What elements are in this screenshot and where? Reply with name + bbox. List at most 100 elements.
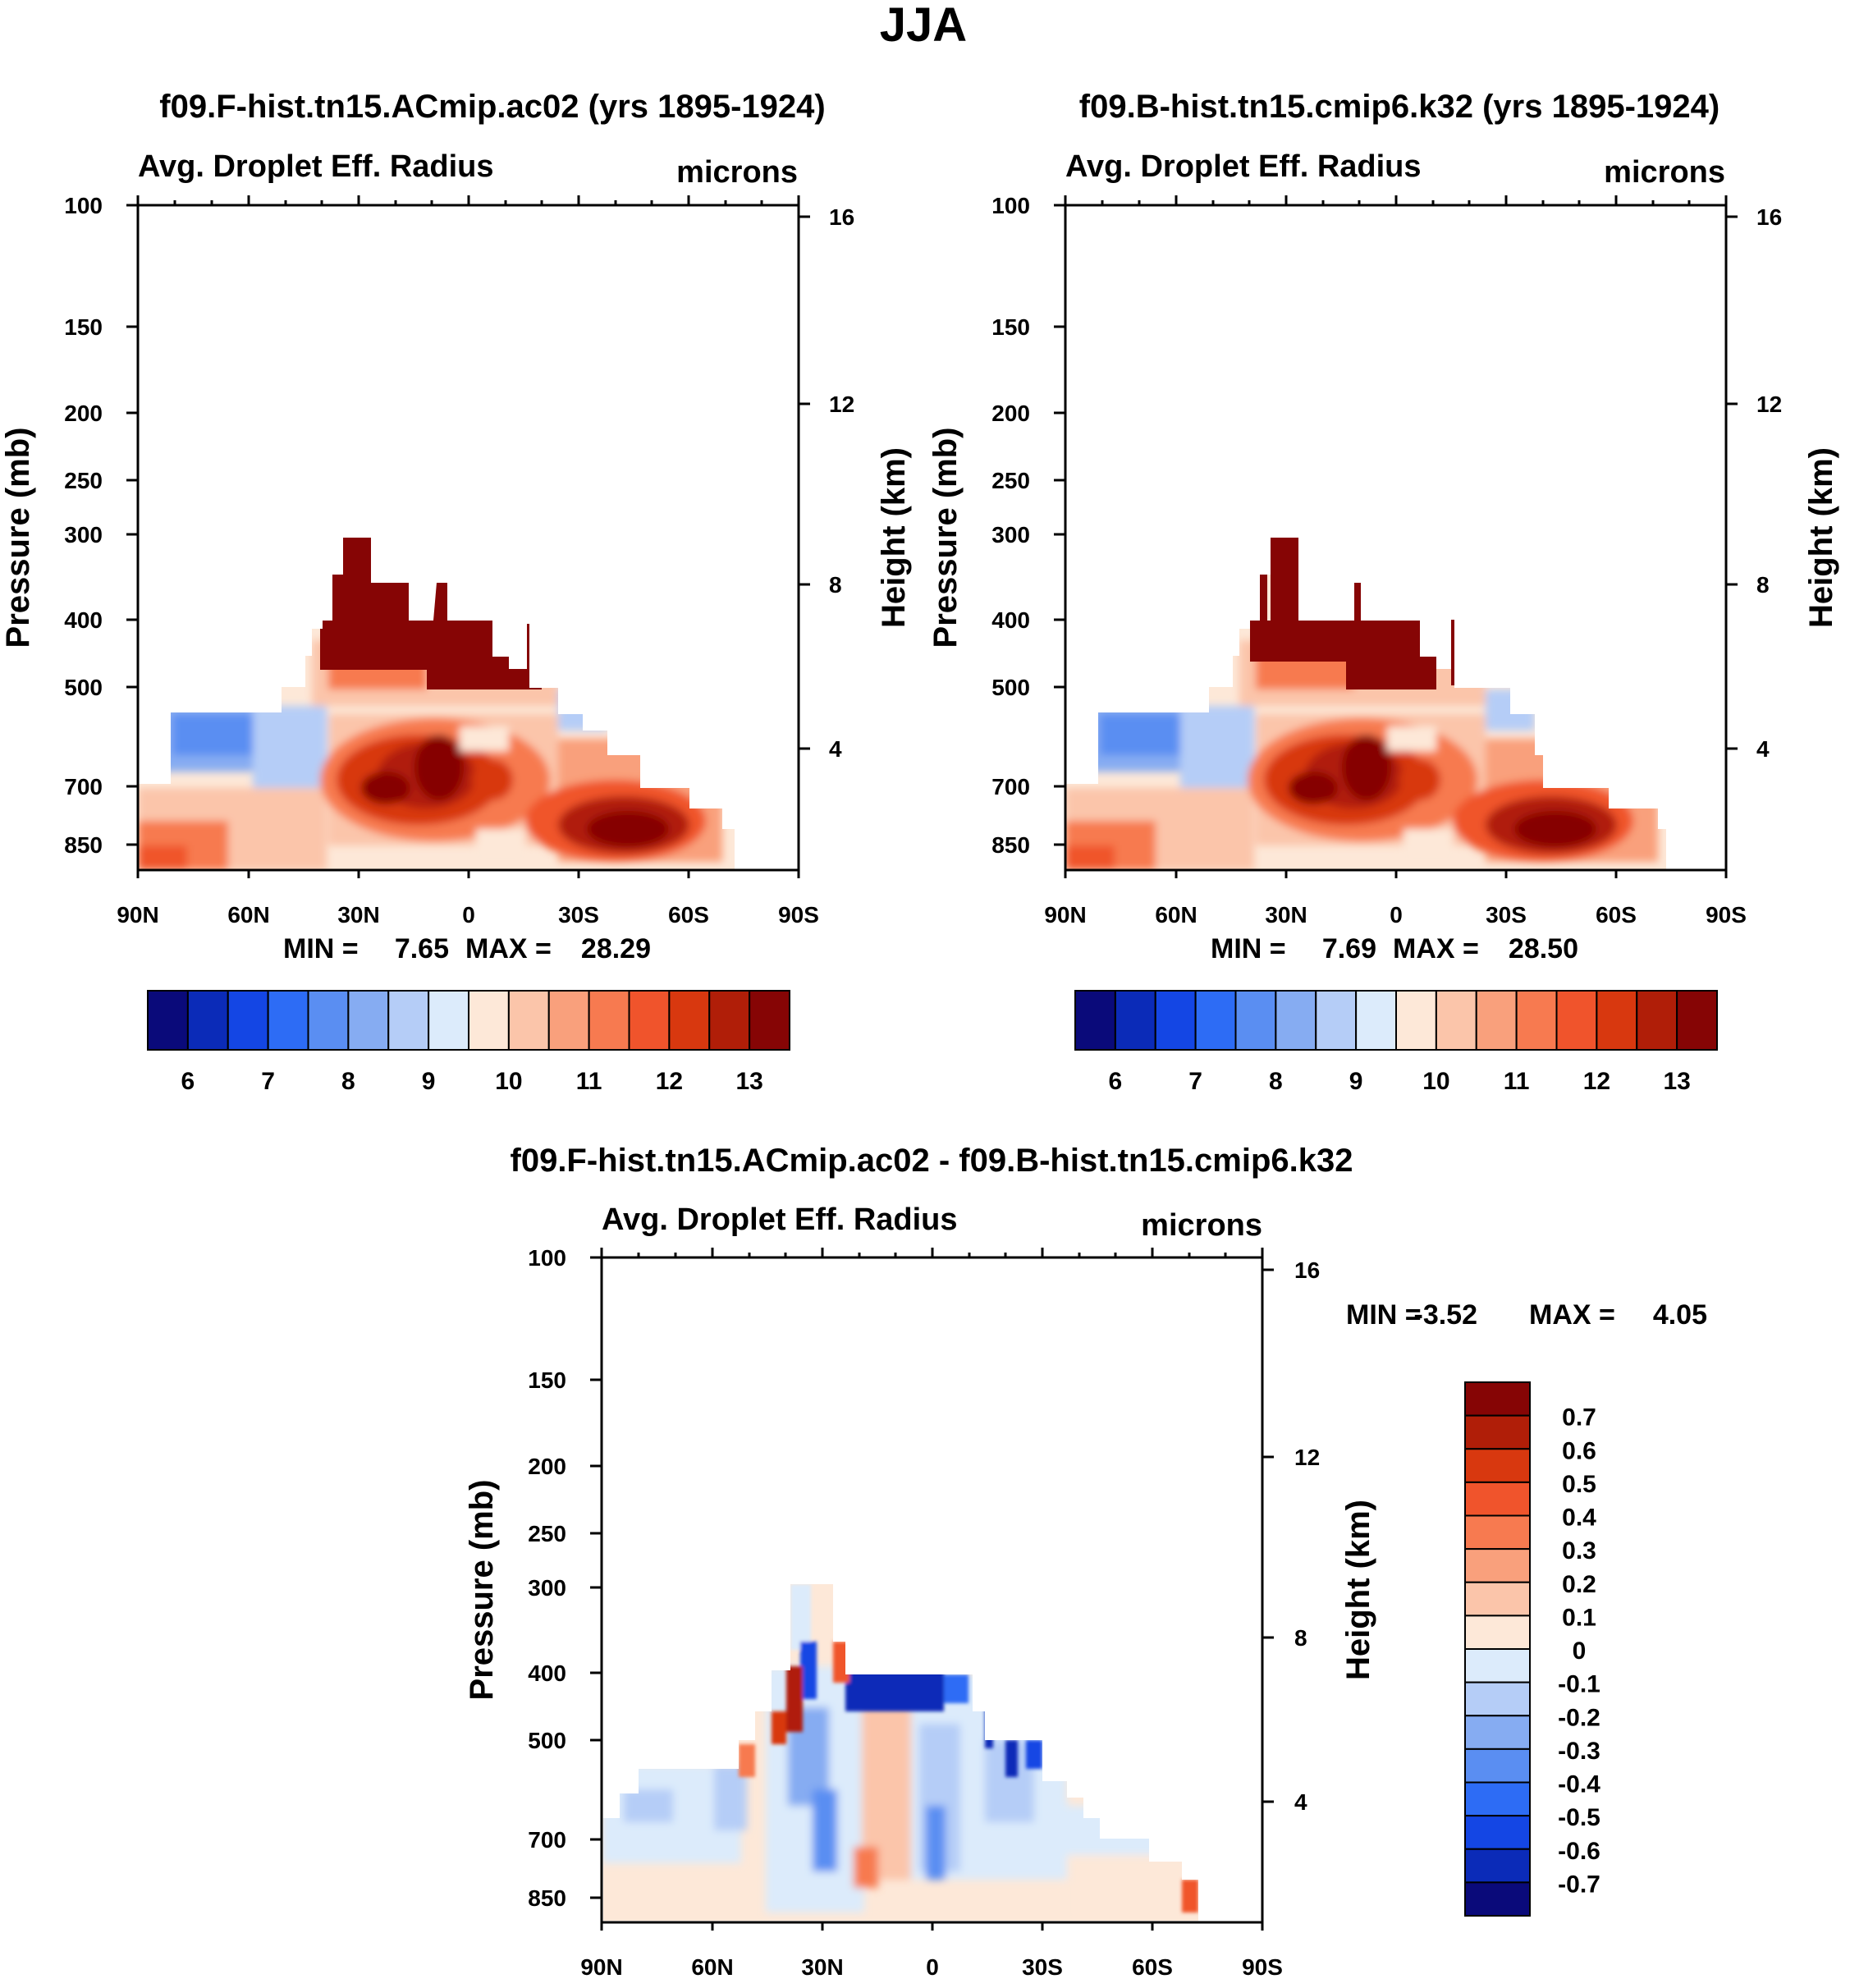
- panel-3-y2ticks: 16 12 8 4: [1294, 1257, 1320, 1815]
- max-label: MAX =: [1529, 1299, 1615, 1331]
- panel-1-field: [138, 538, 735, 870]
- colorbar-box: [1435, 990, 1477, 1051]
- x-tick-label: 90S: [1706, 902, 1747, 928]
- colorbar-box: [749, 990, 790, 1051]
- y-tick-label: 500: [991, 675, 1030, 700]
- colorbar-box: [1555, 990, 1598, 1051]
- x-tick-label: 60S: [668, 902, 709, 928]
- y2-tick-label: 4: [829, 736, 842, 762]
- colorbar-box: [1464, 1481, 1531, 1517]
- colorbar-box: [1464, 1414, 1531, 1450]
- colorbar-label: -0.3: [1558, 1738, 1600, 1765]
- panel-3-ylabel: Pressure (mb): [464, 1480, 500, 1701]
- x-tick-label: 90S: [1242, 1954, 1283, 1980]
- min-label: MIN =: [1346, 1299, 1422, 1331]
- min-value: -3.52: [1414, 1299, 1478, 1331]
- colorbar-box: [1515, 990, 1558, 1051]
- panel-1-units: microns: [676, 155, 798, 190]
- y-tick-label: 700: [991, 774, 1030, 799]
- panel-2-colorbar: 6 7 8 9 10 11 12 13: [1074, 990, 1718, 1095]
- colorbar-box: [1395, 990, 1437, 1051]
- x-tick-label: 60N: [691, 1954, 733, 1980]
- colorbar-box: [1194, 990, 1237, 1051]
- colorbar-box: [1275, 990, 1317, 1051]
- colorbar-label: 11: [1504, 1068, 1530, 1095]
- colorbar-box: [1355, 990, 1397, 1051]
- colorbar-box: [668, 990, 711, 1051]
- colorbar-label: 6: [1109, 1068, 1123, 1095]
- colorbar-label: 10: [1422, 1068, 1449, 1095]
- panel-2-y2label: Height (km): [1803, 447, 1839, 628]
- panel-2-title: f09.B-hist.tn15.cmip6.k32 (yrs 1895-1924…: [1079, 89, 1719, 125]
- y-tick-label: 700: [528, 1827, 566, 1853]
- max-value: 4.05: [1653, 1299, 1707, 1331]
- colorbar-label: 12: [1583, 1068, 1610, 1095]
- colorbar-label: 7: [1188, 1068, 1202, 1095]
- colorbar-box: [1464, 1581, 1531, 1617]
- min-value: 7.69: [1322, 933, 1376, 964]
- colorbar-label: 11: [576, 1068, 602, 1095]
- y-tick-label: 300: [991, 522, 1030, 547]
- colorbar-label: 12: [656, 1068, 683, 1095]
- x-tick-label: 30S: [1022, 1954, 1063, 1980]
- panel-3-frame: [590, 1248, 1274, 1931]
- colorbar-label: 0.1: [1562, 1604, 1596, 1631]
- colorbar-box: [1464, 1514, 1531, 1551]
- colorbar-label: 13: [735, 1068, 762, 1095]
- x-tick-label: 90N: [580, 1954, 622, 1980]
- colorbar-box: [1114, 990, 1156, 1051]
- colorbar-label: -0.1: [1558, 1671, 1600, 1698]
- colorbar-box: [428, 990, 469, 1051]
- colorbar-label: 7: [261, 1068, 275, 1095]
- x-tick-label: 60N: [1155, 902, 1197, 928]
- colorbar-box: [267, 990, 309, 1051]
- panel-2-yticks: 100 150 200 250 300 400 500 700 850: [991, 193, 1030, 858]
- panel-2-variable: Avg. Droplet Eff. Radius: [1065, 149, 1422, 184]
- y-tick-label: 250: [991, 468, 1030, 493]
- panel-3: f09.F-hist.tn15.ACmip.ac02 - f09.B-hist.…: [464, 1143, 1707, 1980]
- colorbar-box: [547, 990, 590, 1051]
- max-label: MAX =: [1393, 933, 1479, 964]
- y-tick-label: 400: [991, 607, 1030, 633]
- colorbar-label: -0.4: [1558, 1771, 1600, 1798]
- colorbar-label: -0.7: [1558, 1871, 1600, 1898]
- panel-1-stats: MIN = 7.65 MAX = 28.29: [283, 933, 651, 964]
- colorbar-box: [1154, 990, 1197, 1051]
- x-tick-label: 60S: [1132, 1954, 1173, 1980]
- x-tick-label: 30N: [1265, 902, 1307, 928]
- colorbar-label: -0.2: [1558, 1704, 1600, 1731]
- colorbar-box: [1636, 990, 1678, 1051]
- panel-1-y2ticks: 16 12 8 4: [829, 204, 854, 762]
- colorbar-label: 9: [422, 1068, 436, 1095]
- x-tick-label: 60S: [1596, 902, 1637, 928]
- panel-1-title: f09.F-hist.tn15.ACmip.ac02 (yrs 1895-192…: [159, 89, 825, 125]
- y-tick-label: 300: [64, 522, 103, 547]
- colorbar-label: 0.3: [1562, 1537, 1596, 1564]
- x-tick-label: 0: [462, 902, 475, 928]
- panel-1-xticks: 90N 60N 30N 0 30S 60S 90S: [117, 902, 819, 928]
- colorbar-label: 0.6: [1562, 1437, 1596, 1464]
- colorbar-label: -0.6: [1558, 1838, 1600, 1865]
- y2-tick-label: 8: [1294, 1625, 1307, 1651]
- y2-tick-label: 12: [1756, 392, 1782, 417]
- y2-tick-label: 16: [1294, 1257, 1320, 1283]
- figure-title: JJA: [880, 0, 967, 52]
- max-value: 28.50: [1509, 933, 1578, 964]
- x-tick-label: 30N: [337, 902, 379, 928]
- colorbar-box: [1464, 1748, 1531, 1784]
- colorbar-box: [1074, 990, 1116, 1051]
- y-tick-label: 100: [528, 1245, 566, 1271]
- y-tick-label: 700: [64, 774, 103, 799]
- y-tick-label: 250: [64, 468, 103, 493]
- panel-1: f09.F-hist.tn15.ACmip.ac02 (yrs 1895-192…: [0, 89, 912, 1095]
- colorbar-box: [708, 990, 751, 1051]
- colorbar-label: -0.5: [1558, 1804, 1600, 1831]
- colorbar-label: 0.7: [1562, 1404, 1596, 1431]
- colorbar-box: [1475, 990, 1518, 1051]
- colorbar-box: [1464, 1848, 1531, 1884]
- colorbar-label: 0.5: [1562, 1471, 1596, 1498]
- colorbar-label: 10: [495, 1068, 522, 1095]
- panel-3-field: [603, 1584, 1198, 1921]
- colorbar-box: [1464, 1615, 1531, 1650]
